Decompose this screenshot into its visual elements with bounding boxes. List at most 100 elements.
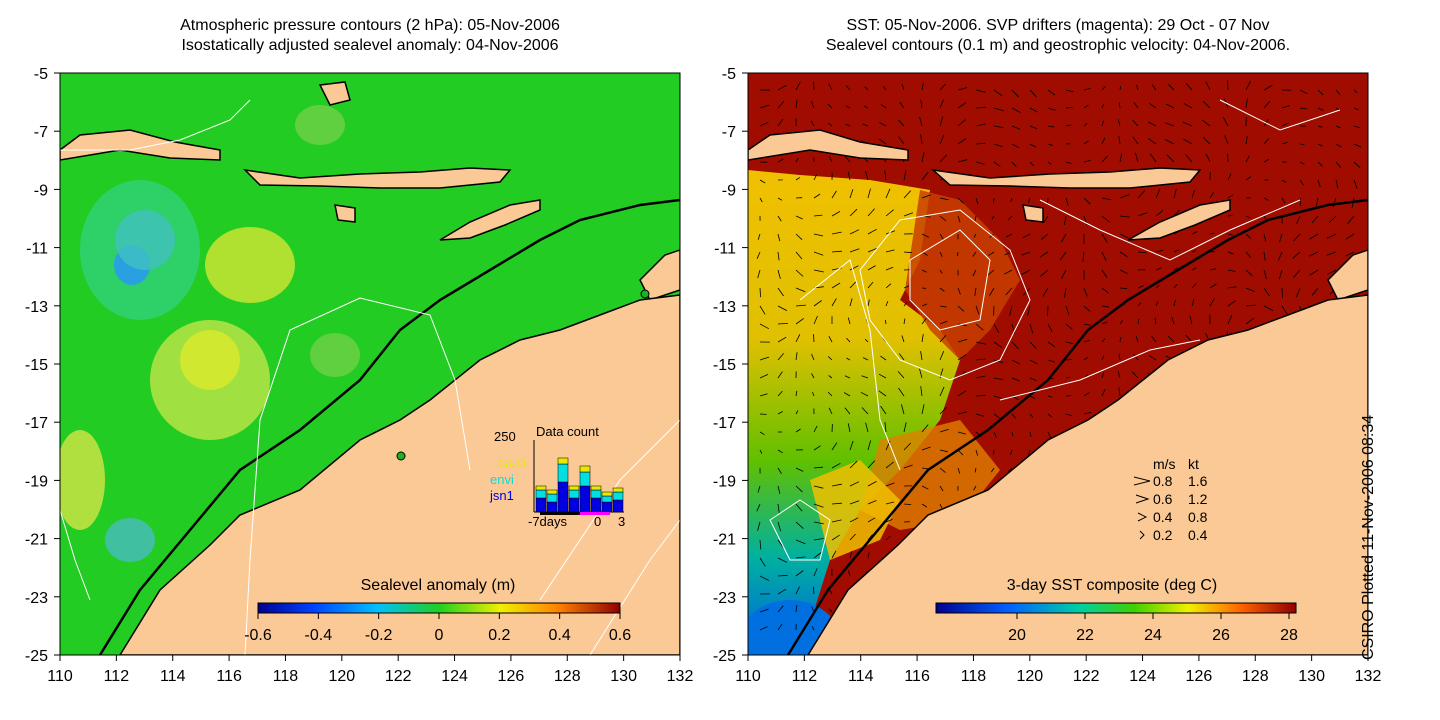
velocity-arrow bbox=[1118, 387, 1121, 397]
velocity-arrow bbox=[1132, 136, 1139, 145]
velocity-arrow bbox=[1155, 301, 1159, 307]
velocity-arrow bbox=[827, 356, 833, 361]
velocity-arrow bbox=[795, 485, 803, 493]
velocity-arrow bbox=[849, 281, 857, 289]
inset-bar bbox=[579, 471, 591, 487]
velocity-arrow bbox=[867, 481, 877, 487]
right-y-tick-label: -25 bbox=[713, 648, 736, 665]
velocity-arrow bbox=[1132, 119, 1139, 127]
velocity-arrow bbox=[843, 392, 851, 397]
left-colorbar-tick-label: 0.2 bbox=[488, 627, 510, 644]
velocity-arrow bbox=[759, 626, 768, 631]
velocity-arrow bbox=[1060, 269, 1067, 279]
velocity-arrow bbox=[1119, 153, 1123, 163]
velocity-arrow bbox=[1101, 104, 1104, 109]
velocity-arrow bbox=[849, 550, 853, 559]
velocity-arrow bbox=[867, 281, 874, 289]
velocity-arrow bbox=[1047, 107, 1056, 111]
velocity-arrow bbox=[1060, 233, 1067, 243]
inset-bar bbox=[590, 485, 602, 491]
left-y-tick-label: -19 bbox=[25, 473, 48, 490]
velocity-arrow bbox=[810, 101, 815, 109]
velocity-arrow bbox=[939, 449, 949, 453]
velocity-arrow bbox=[939, 287, 945, 292]
velocity-arrow bbox=[1263, 118, 1270, 127]
left-title-line2: Isostatically adjusted sealevel anomaly:… bbox=[181, 37, 559, 54]
velocity-arrow bbox=[1245, 80, 1251, 91]
left-x-tick-label: 110 bbox=[47, 668, 73, 685]
velocity-arrow bbox=[1137, 190, 1145, 199]
velocity-arrow bbox=[939, 99, 944, 109]
velocity-legend: m/s kt 0.8 1.6 0.6 1.2 0.4 0.8 0.2 0.4 bbox=[1133, 456, 1208, 543]
right-y-tick-label: -23 bbox=[713, 590, 736, 607]
velocity-arrow bbox=[777, 323, 788, 325]
velocity-arrow bbox=[795, 570, 804, 577]
velocity-arrow bbox=[919, 368, 923, 379]
velocity-arrow bbox=[777, 371, 783, 379]
velocity-arrow bbox=[759, 179, 766, 184]
inset-bar bbox=[546, 489, 558, 495]
velocity-arrow bbox=[1311, 215, 1319, 224]
velocity-arrow bbox=[993, 323, 1000, 333]
left-y-tick-label: -17 bbox=[25, 415, 48, 432]
velocity-arrow bbox=[757, 521, 761, 531]
velocity-arrow bbox=[1281, 197, 1286, 204]
velocity-arrow bbox=[777, 100, 785, 109]
left-y-tick-label: -7 bbox=[34, 124, 48, 141]
left-y-tick-label: -9 bbox=[34, 182, 48, 199]
velocity-arrow bbox=[921, 194, 932, 199]
left-x-tick-label: 124 bbox=[441, 668, 468, 685]
velocity-arrow bbox=[903, 318, 906, 325]
velocity-arrow bbox=[1326, 251, 1337, 256]
velocity-arrow bbox=[903, 285, 910, 289]
velocity-arrow bbox=[1029, 107, 1038, 113]
velocity-arrow bbox=[1173, 299, 1176, 307]
inset-x-label-start: -7days bbox=[528, 514, 568, 529]
velocity-arrow bbox=[1118, 353, 1121, 361]
right-x-tick-label: 128 bbox=[1242, 668, 1269, 685]
right-x-tick-label: 124 bbox=[1129, 668, 1156, 685]
velocity-arrow bbox=[921, 269, 927, 273]
velocity-arrow bbox=[901, 84, 905, 91]
velocity-arrow bbox=[1171, 316, 1175, 325]
velocity-arrow bbox=[1101, 197, 1112, 201]
velocity-arrow bbox=[813, 503, 824, 508]
right-x-tick-label: 132 bbox=[1355, 668, 1382, 685]
velocity-arrow bbox=[795, 410, 799, 415]
velocity-arrow bbox=[1133, 102, 1139, 109]
sst-mid-water bbox=[810, 460, 900, 560]
velocity-arrow bbox=[1173, 249, 1180, 253]
velocity-arrow bbox=[903, 422, 907, 433]
velocity-arrow bbox=[1083, 104, 1089, 109]
velocity-arrow bbox=[777, 588, 787, 595]
velocity-arrow bbox=[847, 317, 851, 325]
velocity-arrow bbox=[1029, 143, 1036, 148]
velocity-arrow bbox=[1278, 269, 1283, 280]
velocity-arrow bbox=[1117, 370, 1121, 379]
velocity-arrow bbox=[777, 503, 780, 513]
velocity-arrow bbox=[1137, 319, 1140, 325]
velocity-arrow bbox=[1047, 359, 1055, 363]
velocity-arrow bbox=[795, 215, 803, 220]
velocity-arrow bbox=[849, 265, 859, 271]
velocity-arrow bbox=[813, 552, 822, 559]
left-map bbox=[60, 73, 680, 655]
velocity-arrow bbox=[1004, 269, 1013, 275]
pressure-contour bbox=[60, 509, 91, 601]
velocity-arrow bbox=[1065, 197, 1069, 206]
velocity-arrow bbox=[974, 215, 977, 222]
velocity-arrow bbox=[975, 413, 985, 417]
velocity-arrow bbox=[957, 197, 964, 204]
velocity-arrow bbox=[1011, 413, 1017, 419]
velocity-arrow bbox=[1065, 89, 1074, 93]
velocity-arrow bbox=[849, 533, 856, 541]
velocity-arrow bbox=[1065, 124, 1072, 127]
velocity-arrow bbox=[1201, 119, 1211, 127]
velocity-arrow bbox=[957, 431, 967, 435]
velocity-arrow bbox=[795, 556, 806, 559]
anomaly-high bbox=[60, 430, 105, 530]
velocity-arrow bbox=[1191, 298, 1195, 307]
velocity-arrow bbox=[828, 336, 833, 343]
velocity-legend-ms: 0.4 bbox=[1153, 509, 1173, 525]
